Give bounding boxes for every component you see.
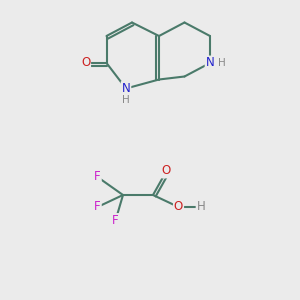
- Text: H: H: [122, 95, 130, 105]
- Text: O: O: [174, 200, 183, 214]
- Text: F: F: [94, 200, 101, 214]
- Text: O: O: [162, 164, 171, 178]
- Text: H: H: [196, 200, 206, 214]
- Text: F: F: [112, 214, 119, 227]
- Text: F: F: [94, 170, 101, 184]
- Text: N: N: [122, 82, 130, 95]
- Text: O: O: [81, 56, 90, 70]
- Text: H: H: [218, 58, 225, 68]
- Text: N: N: [206, 56, 214, 70]
